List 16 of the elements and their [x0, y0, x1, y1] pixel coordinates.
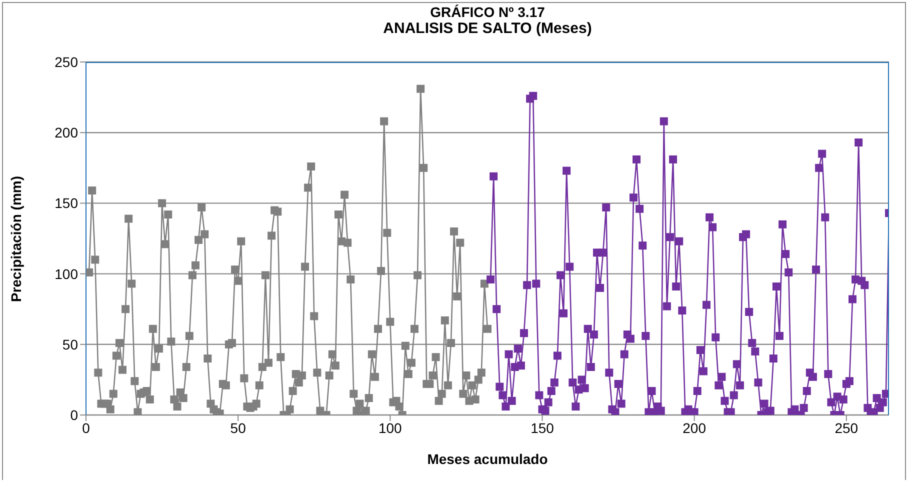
y-tick-label: 250 — [54, 54, 78, 70]
x-tick-label: 50 — [230, 420, 246, 436]
y-tick-label: 150 — [54, 195, 78, 212]
chart-subtitle: ANALISIS DE SALTO (Meses) — [382, 20, 593, 37]
y-tick-label: 0 — [70, 406, 78, 423]
x-tick-label: 250 — [834, 420, 858, 436]
y-tick-label: 50 — [62, 336, 78, 352]
y-tick-label: 100 — [54, 266, 78, 282]
y-tick-label: 200 — [54, 124, 78, 141]
x-tick-label: 200 — [682, 420, 706, 436]
y-axis-title: Precipitación (mm) — [8, 175, 24, 302]
x-axis-title: Meses acumulado — [426, 451, 549, 467]
x-tick-label: 0 — [82, 420, 90, 436]
x-tick-label: 150 — [530, 420, 554, 436]
chart-title: GRÁFICO Nº 3.17 — [429, 4, 546, 20]
x-tick-label: 100 — [378, 420, 402, 436]
